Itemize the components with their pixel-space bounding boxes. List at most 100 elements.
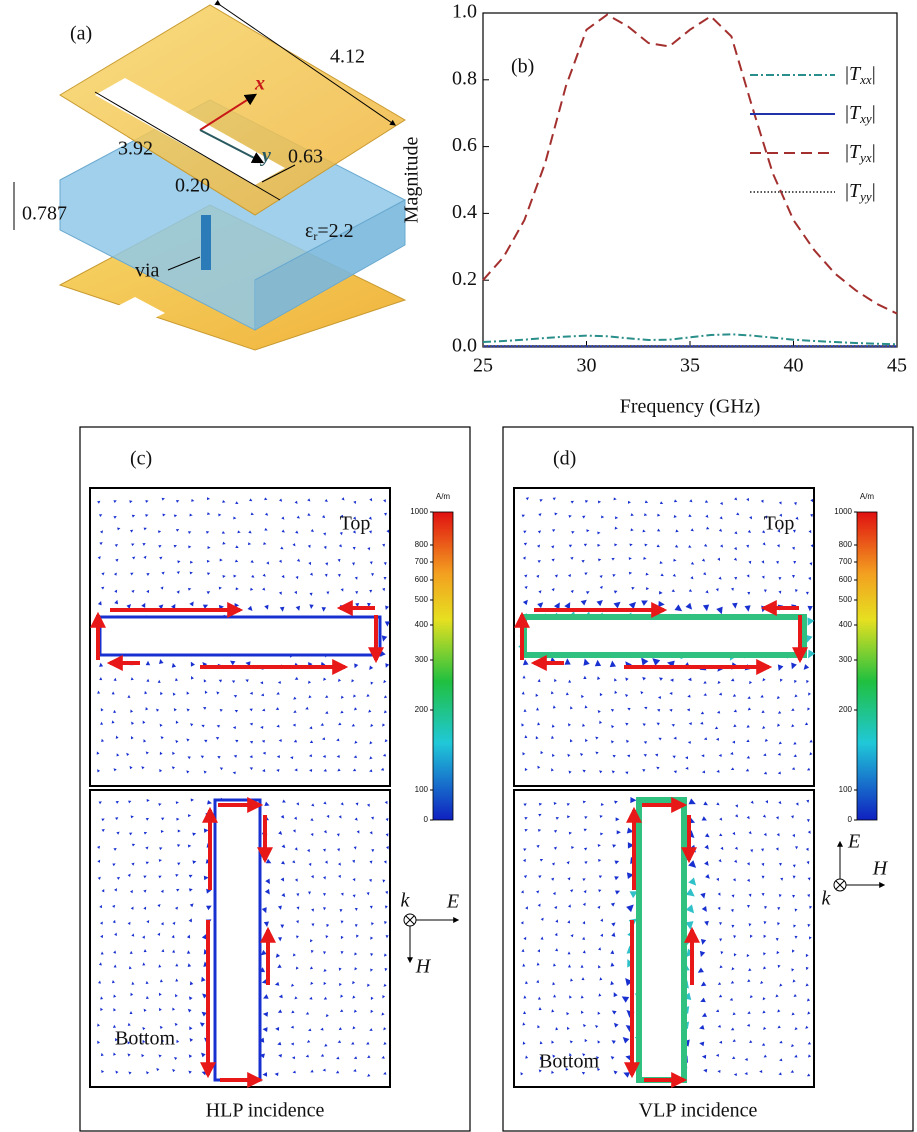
field-vector — [156, 708, 160, 712]
field-vector — [171, 603, 176, 610]
axis-arrow — [199, 129, 265, 164]
field-vector — [570, 933, 574, 938]
field-vector — [749, 1040, 753, 1044]
field-vector — [174, 1022, 178, 1027]
field-vector — [523, 875, 528, 879]
field-vector — [207, 800, 212, 805]
field-vector — [189, 1026, 193, 1031]
field-vector — [778, 577, 782, 581]
field-vector — [806, 767, 811, 771]
field-vector — [146, 919, 150, 924]
field-vector — [611, 770, 615, 774]
field-vector — [281, 516, 285, 520]
field-vector — [127, 873, 131, 877]
field-vector — [177, 560, 181, 564]
field-vector — [537, 949, 540, 953]
field-vector — [338, 967, 342, 971]
field-vector — [249, 691, 253, 695]
field-vector — [161, 497, 165, 501]
field-vector — [610, 962, 615, 967]
field-vector — [127, 1022, 131, 1026]
field-vector — [370, 936, 374, 940]
field-vector — [340, 920, 344, 924]
field-vector — [275, 707, 280, 710]
field-vector — [809, 905, 813, 910]
caption: VLP incidence — [639, 1100, 758, 1122]
field-vector — [657, 513, 661, 517]
field-vector — [718, 528, 723, 532]
dim-line — [214, 0, 396, 126]
field-vector — [806, 1073, 811, 1077]
field-vector — [566, 861, 570, 865]
y-tick-label: 1.0 — [452, 1, 477, 23]
colorbar-tick-label: 500 — [839, 595, 853, 604]
field-vector — [809, 752, 813, 756]
field-vector — [113, 1024, 117, 1028]
field-vector — [583, 543, 588, 547]
y-tick-label: 0.6 — [452, 134, 477, 156]
field-vector — [100, 951, 104, 955]
field-vector — [355, 602, 360, 608]
field-vector — [551, 724, 555, 728]
field-vector — [598, 889, 602, 893]
dimension: 4.12 — [330, 46, 365, 68]
field-vector — [294, 878, 298, 882]
field-vector — [262, 768, 266, 772]
field-vector — [369, 905, 373, 909]
field-vector — [384, 905, 388, 909]
field-vector — [368, 516, 372, 520]
field-vector — [111, 720, 115, 724]
field-vector — [325, 1013, 329, 1018]
legend-text-part: T — [849, 102, 862, 124]
field-vector — [764, 738, 768, 742]
field-vector — [687, 677, 692, 682]
field-vector — [113, 572, 117, 576]
field-vector — [701, 816, 707, 821]
field-vector — [704, 844, 709, 850]
field-vector — [761, 875, 765, 879]
field-vector — [305, 706, 309, 710]
field-vector — [339, 531, 343, 536]
field-vector — [351, 679, 355, 683]
field-vector — [540, 1056, 543, 1060]
field-vector — [611, 922, 616, 927]
field-vector — [732, 1039, 736, 1043]
field-vector — [175, 677, 179, 682]
field-vector — [761, 710, 765, 714]
field-vector — [131, 843, 136, 847]
field-vector — [338, 1027, 342, 1031]
field-vector — [369, 769, 373, 773]
field-vector — [186, 738, 190, 742]
field-vector — [143, 875, 147, 879]
field-vector — [162, 513, 166, 517]
field-vector — [700, 892, 706, 899]
field-vector — [217, 755, 221, 759]
field-vector — [747, 979, 751, 983]
field-vector — [141, 1053, 145, 1058]
field-vector — [777, 964, 781, 969]
field-vector — [190, 560, 194, 564]
field-vector — [310, 875, 314, 879]
field-vector — [145, 499, 149, 503]
field-vector — [701, 754, 705, 758]
field-vector — [717, 1024, 721, 1028]
field-vector — [383, 562, 387, 566]
field-vector — [201, 1011, 207, 1017]
field-vector — [320, 722, 324, 726]
field-vector — [114, 932, 117, 936]
legend-text-part: | — [872, 102, 876, 124]
field-vector — [730, 767, 735, 771]
colorbar-tick-label: 100 — [415, 785, 429, 794]
field-vector — [381, 635, 388, 642]
field-vector — [143, 906, 147, 910]
field-vector — [321, 607, 327, 612]
field-vector — [337, 848, 340, 852]
field-vector — [141, 766, 145, 770]
field-vector — [762, 725, 766, 729]
field-vector — [188, 996, 193, 1001]
field-vector — [159, 751, 163, 756]
field-vector — [705, 514, 709, 518]
field-vector — [582, 936, 586, 940]
field-vector — [354, 952, 358, 956]
field-vector — [127, 921, 131, 926]
